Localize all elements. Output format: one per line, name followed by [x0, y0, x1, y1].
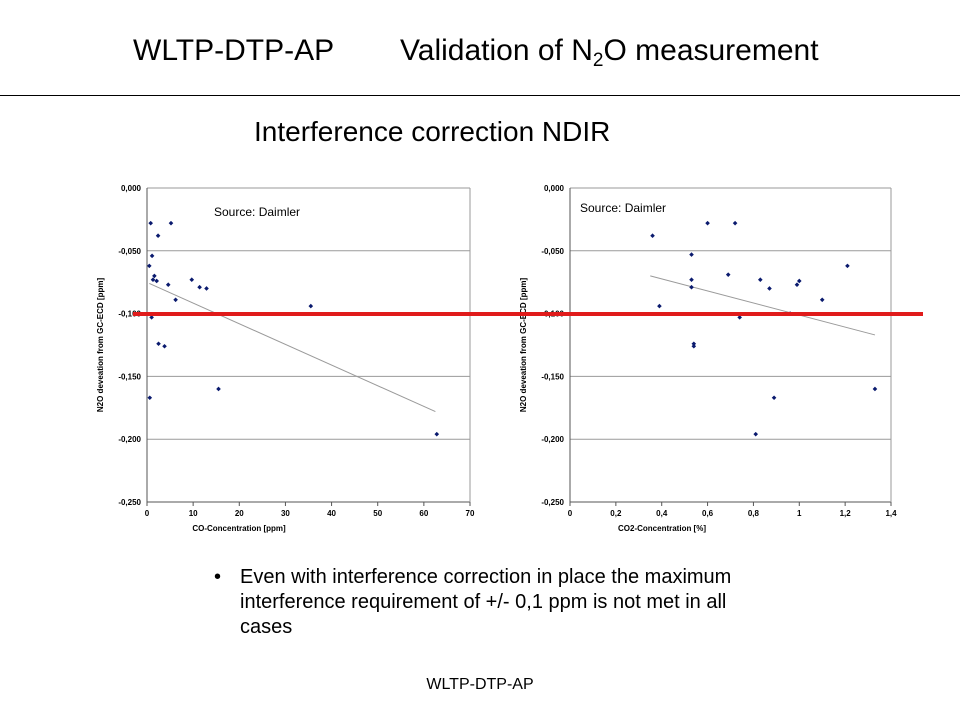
data-point [162, 343, 167, 349]
threshold-line [133, 312, 923, 316]
title-topic-pre: Validation of N [400, 34, 593, 67]
bullet-marker: • [214, 566, 222, 588]
title-project: WLTP-DTP-AP [133, 34, 335, 67]
data-point [434, 431, 440, 437]
x-tick-label: 1,2 [840, 509, 852, 518]
title-topic: Validation of N2O measurement [400, 34, 819, 72]
data-point [691, 343, 697, 349]
data-point [737, 315, 742, 320]
y-tick-label: 0,000 [121, 184, 142, 193]
trendline [149, 282, 436, 413]
data-point [152, 273, 157, 279]
title-topic-post: O measurement [603, 34, 819, 67]
data-point [216, 386, 221, 392]
title-divider [0, 95, 960, 96]
y-tick-label: -0,250 [118, 498, 141, 507]
x-tick-label: 20 [235, 509, 244, 518]
data-point [725, 272, 731, 277]
x-tick-label: 0 [145, 509, 150, 518]
source-annotation: Source: Daimler [580, 201, 666, 215]
x-tick-label: 10 [189, 509, 198, 518]
x-tick-label: 40 [327, 509, 336, 518]
data-point [149, 253, 155, 259]
data-point [771, 395, 777, 401]
x-tick-label: 0,6 [702, 509, 714, 518]
y-tick-label: -0,200 [541, 435, 564, 444]
data-point [845, 263, 850, 269]
x-tick-label: 1 [797, 509, 802, 518]
x-tick-label: 0 [568, 509, 573, 518]
slide-title: WLTP-DTP-AP Validation of N2O measuremen… [0, 34, 960, 78]
data-point [657, 303, 662, 309]
data-point [204, 286, 209, 291]
x-tick-label: 0,4 [656, 509, 668, 518]
data-point [148, 220, 153, 226]
y-tick-label: -0,250 [541, 498, 564, 507]
data-point [168, 220, 174, 226]
data-point [147, 263, 152, 269]
data-point [149, 315, 154, 320]
slide-subtitle: Interference correction NDIR [254, 116, 611, 147]
bullet-text: Even with interference correction in pla… [240, 566, 732, 638]
data-point [173, 297, 178, 303]
data-point [796, 278, 802, 284]
x-tick-label: 0,2 [610, 509, 622, 518]
data-point [165, 282, 171, 288]
data-point [650, 233, 655, 239]
x-tick-label: 30 [281, 509, 290, 518]
y-tick-label: -0,200 [118, 435, 141, 444]
x-axis-title: CO-Concentration [ppm] [192, 524, 286, 533]
data-point [147, 395, 153, 401]
y-tick-label: -0,150 [541, 372, 564, 381]
x-tick-label: 70 [466, 509, 475, 518]
trendline [650, 275, 876, 336]
data-point [758, 277, 763, 282]
y-axis-title: N2O deveation from GC-ECD [ppm] [519, 278, 528, 413]
source-annotation: Source: Daimler [214, 205, 300, 219]
y-tick-label: -0,100 [118, 310, 141, 319]
x-tick-label: 1,4 [885, 509, 897, 518]
co-scatter-chart: 0,000 -0,050 -0,100 -0,150 -0,200 -0,250 0 10 20… [96, 184, 475, 533]
data-point [794, 282, 800, 288]
data-point [154, 278, 159, 284]
x-axis-title: CO2-Concentration [%] [618, 524, 706, 533]
data-point [705, 220, 710, 226]
data-point [689, 252, 694, 257]
title-topic-subscript: 2 [592, 50, 604, 71]
data-point [150, 277, 156, 282]
footer-text: WLTP-DTP-AP [426, 676, 534, 693]
x-tick-label: 0,8 [748, 509, 760, 518]
co2-scatter-chart: 0,000-0,050-0,100-0,150-0,200-0,25000,20… [519, 184, 897, 533]
y-tick-label: -0,050 [541, 247, 564, 256]
data-point [689, 284, 694, 290]
data-point [767, 286, 772, 291]
x-tick-label: 50 [373, 509, 382, 518]
data-point [732, 220, 738, 226]
y-tick-label: 0,000 [544, 184, 565, 193]
y-tick-label: -0,050 [118, 247, 141, 256]
y-axis-title: N2O deveation from GC-ECD [ppm] [96, 278, 105, 413]
x-tick-label: 60 [419, 509, 428, 518]
data-point [156, 341, 161, 347]
data-point [872, 386, 878, 392]
data-point [189, 277, 195, 282]
data-point [819, 297, 825, 303]
data-point [691, 341, 697, 347]
data-point [155, 233, 161, 239]
data-point [753, 431, 759, 437]
y-tick-label: -0,150 [118, 372, 141, 381]
data-point [197, 284, 202, 290]
data-point [308, 303, 314, 309]
data-point [689, 277, 694, 282]
